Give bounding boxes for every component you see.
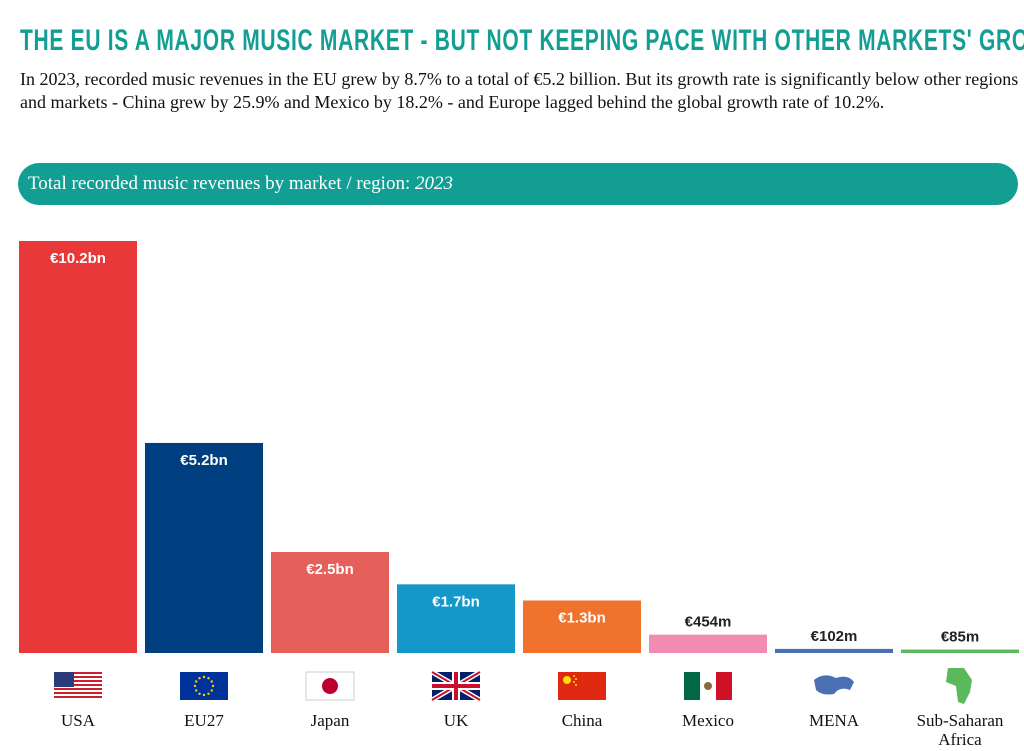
value-label: €85m bbox=[941, 629, 979, 646]
flag-part bbox=[210, 689, 213, 692]
flag-part bbox=[54, 684, 102, 686]
bar bbox=[271, 552, 389, 653]
flag-part bbox=[814, 675, 854, 695]
bar bbox=[145, 442, 263, 653]
flag-part bbox=[198, 692, 201, 695]
flag-part bbox=[195, 689, 198, 692]
x-tick-label: Sub-Saharan Africa bbox=[916, 711, 1004, 749]
flag-part bbox=[558, 672, 606, 700]
value-label: €454m bbox=[685, 614, 732, 631]
flag-part bbox=[716, 672, 732, 700]
bar bbox=[523, 600, 641, 653]
bar bbox=[775, 648, 893, 653]
flag-part bbox=[210, 680, 213, 683]
flag-part bbox=[575, 678, 577, 680]
flag-part bbox=[684, 672, 700, 700]
value-label: €2.5bn bbox=[306, 561, 354, 578]
flag-part bbox=[195, 680, 198, 683]
flag-part bbox=[193, 684, 197, 688]
flag-part bbox=[54, 696, 102, 698]
flag bbox=[430, 669, 482, 703]
flag bbox=[814, 675, 854, 695]
value-label: €5.2bn bbox=[180, 452, 228, 469]
flag-part bbox=[575, 684, 577, 686]
value-label: €102m bbox=[811, 628, 858, 645]
flag-part bbox=[207, 677, 210, 680]
flag-part bbox=[202, 675, 206, 679]
flag-part bbox=[54, 680, 102, 682]
flag-part bbox=[54, 672, 74, 687]
flag-part bbox=[454, 672, 458, 700]
flag-part bbox=[202, 693, 206, 697]
value-label: €10.2bn bbox=[50, 250, 106, 267]
flag bbox=[54, 672, 102, 700]
value-label: €1.3bn bbox=[558, 609, 606, 626]
flag-part bbox=[946, 668, 972, 704]
flag-part bbox=[207, 692, 210, 695]
chart-title: Total recorded music revenues by market … bbox=[28, 173, 411, 194]
value-label: €1.7bn bbox=[432, 593, 480, 610]
flag bbox=[684, 672, 732, 700]
flag-part bbox=[54, 676, 102, 678]
flag-part bbox=[322, 678, 338, 694]
flag bbox=[305, 671, 355, 701]
x-tick-label: EU27 bbox=[184, 711, 224, 730]
x-tick-label: USA bbox=[60, 711, 95, 730]
subtitle: In 2023, recorded music revenues in the … bbox=[20, 69, 1019, 112]
flag-part bbox=[54, 688, 102, 690]
x-tick-label: UK bbox=[443, 711, 469, 730]
chart-banner: Total recorded music revenues by market … bbox=[18, 163, 1018, 205]
flag-part bbox=[54, 672, 102, 674]
flag-part bbox=[305, 671, 355, 701]
x-tick-label: Japan bbox=[310, 711, 350, 730]
chart-year: 2023 bbox=[414, 173, 453, 194]
bar bbox=[649, 634, 767, 653]
flag-part bbox=[563, 676, 571, 684]
flag bbox=[180, 672, 228, 700]
bar bbox=[19, 241, 137, 653]
bar bbox=[397, 584, 515, 653]
flag-part bbox=[704, 682, 712, 690]
flag-part bbox=[198, 677, 201, 680]
flag-part bbox=[573, 675, 575, 677]
x-tick-label: China bbox=[561, 711, 603, 730]
x-tick-label: Mexico bbox=[682, 711, 734, 730]
flag bbox=[558, 672, 606, 700]
bar bbox=[901, 649, 1019, 653]
flag-part bbox=[573, 681, 575, 683]
flag-part bbox=[54, 692, 102, 694]
x-tick-label: MENA bbox=[808, 711, 860, 730]
flag-part bbox=[211, 684, 215, 688]
flag bbox=[946, 668, 972, 704]
